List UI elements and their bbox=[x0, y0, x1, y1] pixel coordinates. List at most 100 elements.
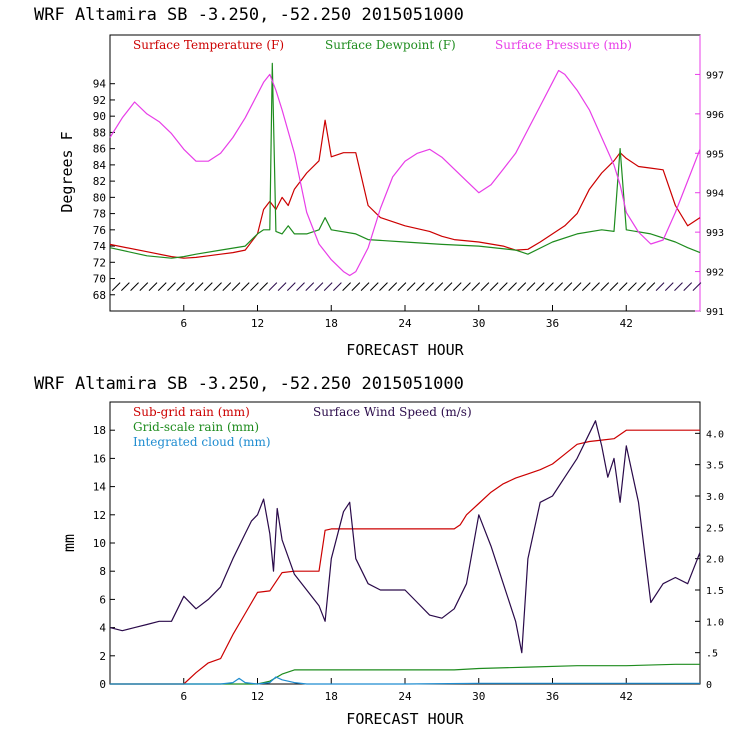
wind-barb bbox=[194, 282, 204, 292]
panel2-ylabel: mm bbox=[60, 534, 78, 552]
wind-barb bbox=[683, 282, 693, 292]
wind-barb bbox=[111, 282, 121, 292]
panel-temperature: WRF Altamira SB -3.250, -52.250 20150510… bbox=[34, 5, 724, 359]
series-line-surface-wind-speed-m-s bbox=[109, 420, 701, 654]
y2-tick-label: 997 bbox=[706, 70, 724, 81]
wind-barb bbox=[157, 282, 167, 292]
wind-barb bbox=[526, 282, 536, 292]
x-tick-label: 30 bbox=[472, 317, 485, 330]
wind-barb bbox=[600, 282, 610, 292]
y-tick-label: 70 bbox=[93, 273, 106, 286]
wind-barb bbox=[489, 282, 499, 292]
wind-barb bbox=[250, 282, 259, 292]
wind-barb bbox=[148, 282, 158, 292]
panel2-yticks: 0 2 4 6 8 10 12 14 16 18 bbox=[93, 424, 115, 691]
y2-tick-label: 994 bbox=[706, 189, 724, 200]
y-tick-label: 18 bbox=[93, 424, 106, 437]
wind-barbs bbox=[111, 282, 702, 292]
panel2-y2ticks: 0 .5 1.0 1.5 2.0 2.5 3.0 3.5 4.0 bbox=[695, 429, 724, 691]
wind-barb bbox=[572, 282, 582, 292]
legend-subgrid-rain: Sub-grid rain (mm) bbox=[133, 405, 250, 419]
wind-barb bbox=[517, 282, 527, 292]
y-tick-label: 4 bbox=[99, 622, 106, 635]
y-tick-label: 14 bbox=[93, 481, 107, 494]
y2-tick-label: 4.0 bbox=[706, 429, 724, 440]
y-tick-label: 0 bbox=[99, 678, 106, 691]
x-tick-label: 24 bbox=[398, 690, 412, 703]
panel2-xlabel: FORECAST HOUR bbox=[346, 710, 464, 728]
wind-barb bbox=[259, 282, 268, 292]
y2-tick-label: 0 bbox=[706, 680, 712, 691]
legend-surface-pressure: Surface Pressure (mb) bbox=[495, 38, 632, 52]
panel1-ylabel: Degrees F bbox=[58, 131, 76, 212]
wind-barb bbox=[314, 282, 324, 292]
series-line-surface-dewpoint-f bbox=[109, 62, 701, 259]
wind-barb bbox=[360, 282, 370, 292]
wind-barb bbox=[130, 282, 139, 292]
legend-surface-temperature: Surface Temperature (F) bbox=[133, 38, 284, 52]
y-tick-label: 6 bbox=[99, 593, 106, 606]
wind-barb bbox=[277, 282, 287, 292]
y-tick-label: 68 bbox=[93, 289, 106, 302]
wind-barb bbox=[443, 282, 453, 292]
wind-barb bbox=[305, 282, 315, 292]
y2-tick-label: 993 bbox=[706, 228, 724, 239]
wind-barb bbox=[591, 282, 600, 292]
wind-barb bbox=[296, 282, 305, 292]
wind-barb bbox=[213, 282, 222, 292]
wind-barb bbox=[692, 282, 702, 292]
wind-barb bbox=[222, 282, 232, 292]
wind-barb bbox=[545, 282, 554, 292]
wind-barb bbox=[618, 282, 628, 292]
panel2-title: WRF Altamira SB -3.250, -52.250 20150510… bbox=[34, 374, 464, 394]
x-tick-label: 18 bbox=[325, 317, 338, 330]
legend-surface-dewpoint: Surface Dewpoint (F) bbox=[325, 38, 456, 52]
wind-barb bbox=[388, 282, 398, 292]
wind-barb bbox=[554, 282, 563, 292]
y2-tick-label: 1.0 bbox=[706, 617, 724, 628]
wind-barb bbox=[416, 282, 425, 292]
wind-barb bbox=[535, 282, 545, 292]
wind-barb bbox=[581, 282, 591, 292]
series-line-surface-temperature-f bbox=[109, 119, 701, 259]
wind-barb bbox=[286, 282, 296, 292]
y-tick-label: 10 bbox=[93, 537, 106, 550]
x-tick-label: 30 bbox=[472, 690, 485, 703]
y-tick-label: 76 bbox=[93, 224, 106, 237]
legend-gridscale-rain: Grid-scale rain (mm) bbox=[133, 420, 259, 434]
series-line-integrated-cloud-mm bbox=[110, 676, 700, 685]
y2-tick-label: 991 bbox=[706, 307, 724, 318]
wind-barb bbox=[471, 282, 481, 292]
y-tick-label: 16 bbox=[93, 452, 106, 465]
series-line-sub-grid-rain-mm bbox=[110, 429, 700, 685]
x-tick-label: 12 bbox=[251, 317, 264, 330]
y-tick-label: 88 bbox=[93, 126, 106, 139]
wind-barb bbox=[167, 282, 176, 292]
y-tick-label: 78 bbox=[93, 208, 106, 221]
wind-barb bbox=[674, 282, 683, 292]
panel2-xticks: 6 12 18 24 30 36 42 bbox=[180, 678, 633, 703]
wind-barb bbox=[351, 282, 361, 292]
panel1-title: WRF Altamira SB -3.250, -52.250 20150510… bbox=[34, 5, 464, 25]
y2-tick-label: .5 bbox=[706, 649, 718, 660]
panel1-xticks: 6 12 18 24 30 36 42 bbox=[180, 305, 633, 330]
wind-barb bbox=[268, 282, 278, 292]
panel2-series bbox=[109, 420, 701, 685]
y2-tick-label: 992 bbox=[706, 268, 724, 279]
y2-tick-label: 3.0 bbox=[706, 492, 724, 503]
y-tick-label: 92 bbox=[93, 94, 106, 107]
wind-barb bbox=[664, 282, 674, 292]
panel-precipitation: WRF Altamira SB -3.250, -52.250 20150510… bbox=[34, 374, 724, 728]
wind-barb bbox=[452, 282, 462, 292]
y-tick-label: 8 bbox=[99, 565, 106, 578]
legend-integrated-cloud: Integrated cloud (mm) bbox=[133, 435, 271, 449]
x-tick-label: 42 bbox=[620, 317, 633, 330]
wind-barb bbox=[480, 282, 490, 292]
x-tick-label: 42 bbox=[620, 690, 633, 703]
x-tick-label: 36 bbox=[546, 690, 559, 703]
wind-barb bbox=[609, 282, 619, 292]
panel1-frame-left bbox=[109, 34, 701, 312]
x-tick-label: 6 bbox=[180, 690, 187, 703]
x-tick-label: 12 bbox=[251, 690, 264, 703]
